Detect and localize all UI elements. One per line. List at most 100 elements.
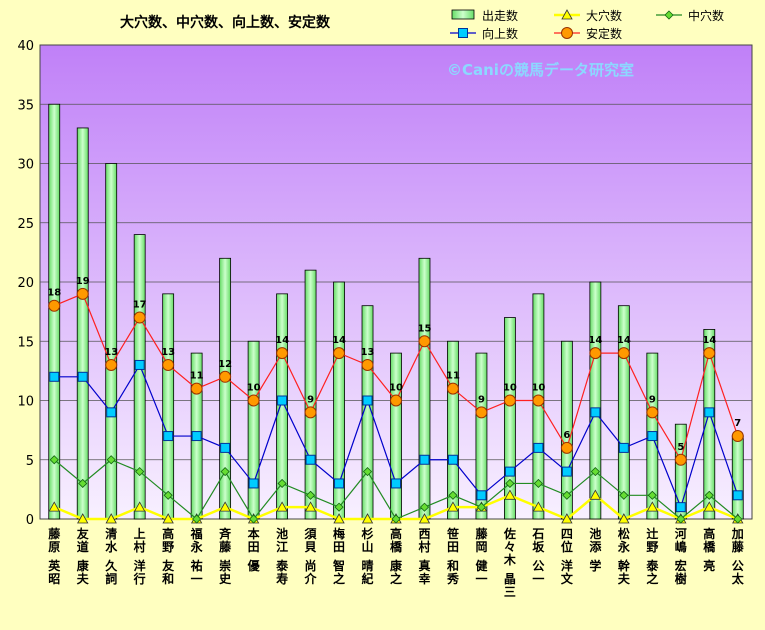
legend-item: 大穴数 bbox=[554, 8, 622, 23]
point bbox=[76, 287, 89, 300]
line-series: 18 19 13 17 13 11 12 10 14 9 14 13 10 15 11 9 10 10 6 14 14 9… bbox=[47, 276, 744, 524]
point bbox=[647, 431, 658, 442]
data-label: 14 bbox=[702, 335, 716, 346]
point bbox=[134, 359, 145, 370]
data-label: 11 bbox=[190, 371, 204, 382]
data-label: 9 bbox=[478, 394, 485, 405]
point bbox=[504, 489, 516, 500]
bar bbox=[731, 435, 744, 520]
data-label: 14 bbox=[617, 335, 631, 346]
point bbox=[334, 478, 345, 489]
x-tick-label: 松永 幹夫 bbox=[617, 526, 631, 586]
x-tick-label: 梅田 智之 bbox=[332, 526, 345, 586]
point bbox=[49, 371, 60, 382]
point bbox=[362, 467, 373, 477]
point bbox=[305, 454, 316, 465]
bar bbox=[304, 269, 317, 520]
point bbox=[192, 514, 202, 524]
point bbox=[276, 501, 288, 512]
data-label: 10 bbox=[389, 383, 403, 394]
x-tick-label: 高橋 亮 bbox=[703, 526, 716, 573]
x-tick-label: 上村 洋行 bbox=[133, 526, 146, 586]
data-label: 5 bbox=[677, 442, 684, 453]
x-tick-label: 友道 康夫 bbox=[76, 526, 90, 586]
x-tick-label: 須貝 尚介 bbox=[304, 527, 318, 586]
x-tick-label: 藤原 英昭 bbox=[47, 526, 61, 586]
point bbox=[276, 347, 289, 360]
point bbox=[446, 382, 459, 395]
bar bbox=[589, 281, 602, 520]
data-label: 18 bbox=[47, 288, 61, 299]
x-tick-label: 池添 学 bbox=[589, 526, 602, 573]
x-tick-label: 辻野 泰之 bbox=[645, 526, 659, 586]
x-tick-label: 本田 優 bbox=[247, 526, 261, 573]
point bbox=[361, 358, 374, 371]
point bbox=[503, 394, 516, 407]
data-label: 14 bbox=[275, 335, 289, 346]
data-label: 17 bbox=[133, 300, 147, 311]
point bbox=[561, 9, 573, 20]
x-tick-label: 西村 真幸 bbox=[418, 527, 430, 586]
series-3: 18 19 13 17 13 11 12 10 14 9 14 13 10 15 11 9 10 10 6 14 14 9… bbox=[47, 276, 744, 466]
point bbox=[105, 513, 117, 524]
legend-label: 出走数 bbox=[482, 8, 518, 23]
point bbox=[190, 382, 203, 395]
bar bbox=[276, 293, 288, 520]
point bbox=[476, 490, 487, 501]
point bbox=[48, 501, 60, 512]
legend-item: 向上数 bbox=[450, 26, 518, 41]
x-tick-label: 池江 泰寿 bbox=[275, 526, 289, 586]
x-tick-label: 藤岡 健一 bbox=[474, 526, 488, 586]
bar bbox=[703, 328, 716, 520]
data-label: 15 bbox=[418, 323, 432, 334]
y-axis: 0 5 10 15 20 25 30 35 40 bbox=[17, 39, 34, 528]
gridlines bbox=[40, 103, 752, 461]
data-label: 10 bbox=[531, 383, 545, 394]
x-tick-label: 高野 友和 bbox=[161, 526, 174, 586]
point bbox=[618, 513, 630, 524]
point bbox=[533, 442, 544, 453]
point bbox=[219, 370, 232, 383]
point bbox=[589, 347, 602, 360]
point bbox=[277, 478, 287, 489]
data-label: 9 bbox=[307, 394, 314, 405]
point bbox=[646, 406, 659, 419]
y-tick-label: 15 bbox=[17, 335, 34, 350]
point bbox=[191, 431, 202, 442]
point bbox=[305, 490, 316, 500]
point bbox=[247, 394, 260, 407]
point bbox=[589, 489, 602, 500]
bar bbox=[504, 317, 516, 520]
point bbox=[561, 513, 573, 524]
y-tick-label: 25 bbox=[17, 217, 34, 232]
point bbox=[476, 502, 487, 512]
point bbox=[333, 513, 345, 524]
point bbox=[733, 514, 743, 524]
x-tick-label: 笹田 和秀 bbox=[446, 526, 460, 586]
point bbox=[334, 502, 344, 512]
point bbox=[220, 467, 230, 477]
x-tick-label: 佐々木 晶三 bbox=[503, 526, 517, 599]
point bbox=[731, 430, 744, 443]
point bbox=[447, 454, 458, 465]
y-tick-label: 0 bbox=[26, 513, 34, 528]
legend-label: 中穴数 bbox=[688, 8, 724, 23]
x-tick-label: 加藤 公太 bbox=[731, 526, 745, 586]
bar bbox=[418, 257, 431, 520]
bar bbox=[105, 163, 118, 520]
point bbox=[704, 490, 714, 500]
point bbox=[106, 407, 117, 418]
point bbox=[163, 431, 174, 442]
y-tick-label: 40 bbox=[17, 39, 34, 54]
point bbox=[664, 10, 674, 20]
bar bbox=[76, 127, 89, 520]
point bbox=[590, 467, 600, 477]
legend-label: 安定数 bbox=[586, 26, 622, 41]
legend-label: 向上数 bbox=[482, 26, 518, 41]
point bbox=[676, 514, 686, 524]
point bbox=[458, 28, 468, 38]
data-label: 10 bbox=[503, 383, 517, 394]
point bbox=[646, 501, 658, 512]
